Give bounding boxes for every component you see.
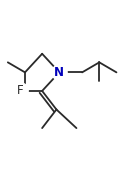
Text: N: N — [54, 66, 64, 79]
Text: F: F — [17, 84, 23, 97]
